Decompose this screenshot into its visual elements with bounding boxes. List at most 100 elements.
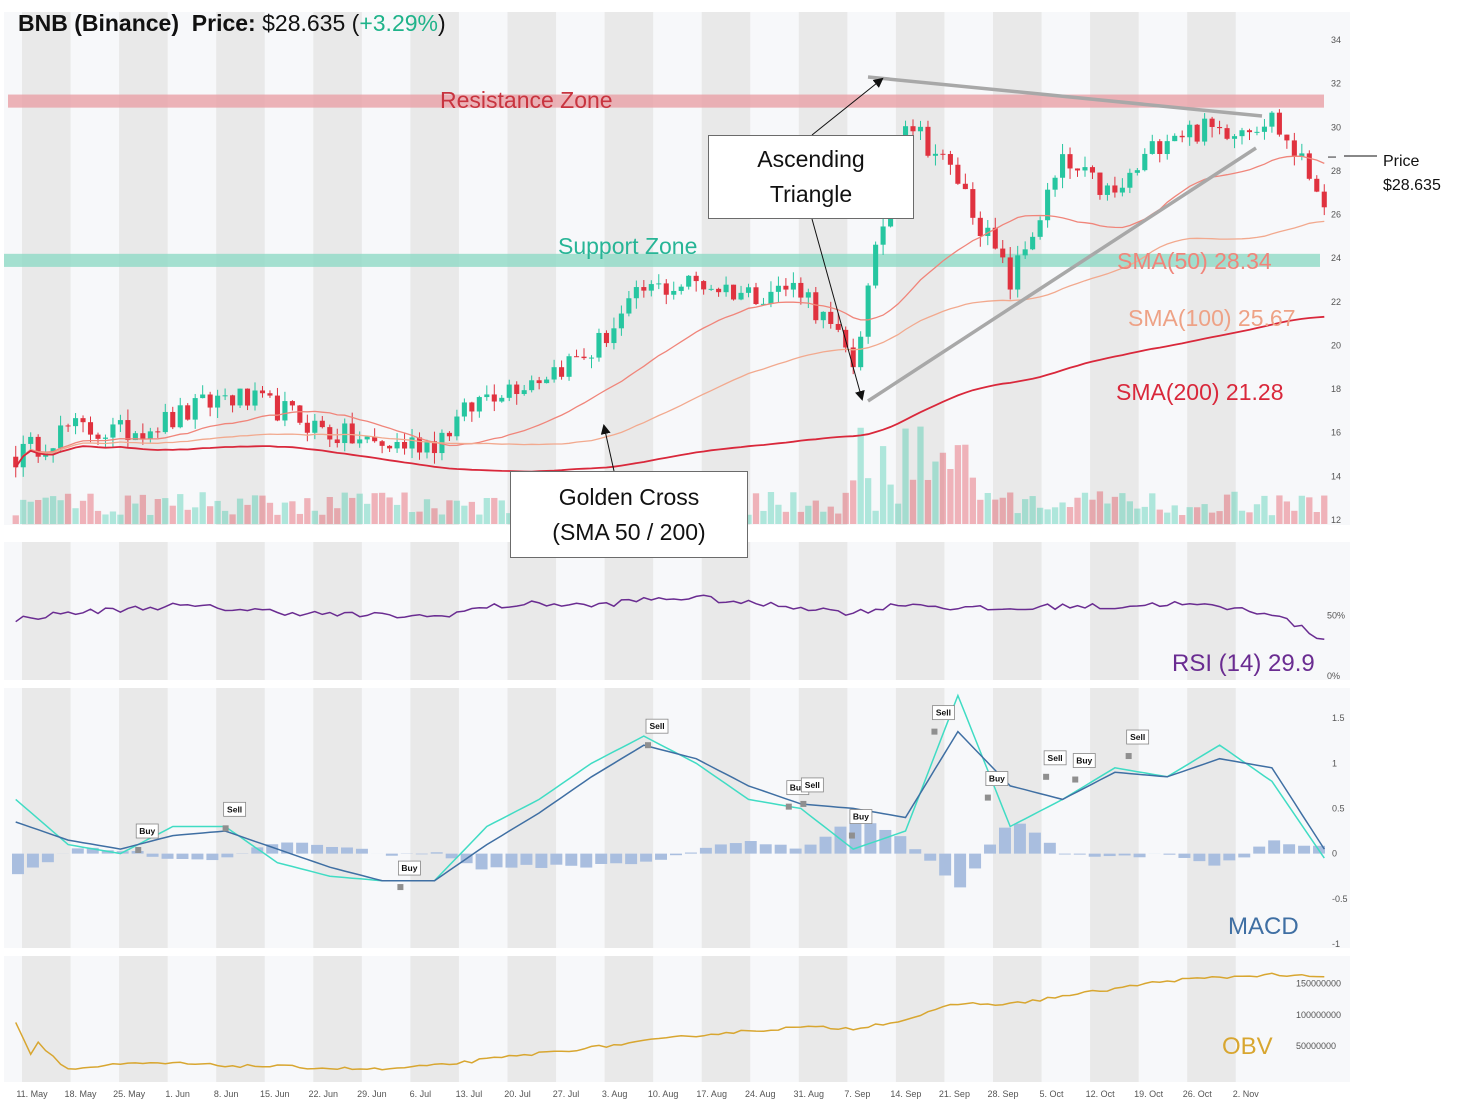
macd-tick-label: 1 (1332, 758, 1337, 768)
candle-body (342, 423, 348, 444)
candle-body (641, 287, 647, 291)
macd-signal-marker (931, 728, 938, 735)
macd-histogram-bar (41, 853, 54, 863)
golden-cross-arrow (600, 424, 615, 472)
volume-bar (1059, 502, 1066, 524)
candle-body (1082, 167, 1088, 171)
candle-body (230, 395, 236, 406)
candle-body (1306, 153, 1312, 179)
candle-body (716, 288, 722, 293)
candle-body (1187, 124, 1193, 138)
macd-signal-marker (1043, 773, 1050, 780)
volume-bar (842, 492, 849, 524)
candle-body (559, 367, 565, 377)
candle-body (58, 425, 64, 449)
volume-bar (1223, 494, 1231, 524)
annotation-lines (600, 75, 1377, 472)
candle-body (1284, 134, 1290, 141)
candle-body (1052, 177, 1058, 190)
macd-signal-marker (1125, 753, 1132, 760)
candle-body (835, 323, 841, 330)
volume-bar (1096, 491, 1104, 524)
volume-bar (229, 514, 236, 524)
candle-body (357, 439, 363, 444)
change-open: ( (351, 10, 360, 36)
symbol-name: BNB (Binance) (18, 10, 180, 36)
candle-body (147, 431, 153, 440)
week-band (701, 956, 751, 1082)
week-band (119, 542, 168, 680)
candle-body (970, 189, 976, 218)
x-tick-label: 29. Jun (357, 1089, 387, 1099)
volume-bar (767, 492, 775, 524)
volume-bar (169, 505, 176, 524)
candle-body (80, 418, 86, 423)
week-band (798, 688, 848, 948)
candle-body (1142, 153, 1148, 171)
candle-body (701, 281, 707, 290)
chart-title: BNB (Binance) Price: $28.635 (+3.29%) (18, 10, 446, 37)
ascending-triangle-line1: Ascending (757, 146, 865, 172)
candle-body (259, 390, 266, 394)
x-tick-label: 21. Sep (939, 1089, 970, 1099)
candle-body (304, 422, 310, 433)
volume-bar (498, 500, 505, 524)
volume-bar (64, 493, 72, 524)
volume-bar (977, 499, 984, 524)
macd-histogram-bar (355, 848, 368, 854)
candle-body (775, 285, 781, 292)
volume-bar (1081, 492, 1089, 524)
candle-body (798, 282, 804, 298)
sma50-label: SMA(50) 28.34 (1117, 248, 1272, 274)
candle-body (252, 390, 258, 406)
obv-tick-label: 150000000 (1296, 979, 1341, 989)
volume-bar (1208, 512, 1216, 524)
volume-bar (468, 501, 475, 524)
sma200-label: SMA(200) 21.28 (1116, 379, 1284, 405)
macd-histogram-bar (176, 853, 189, 859)
candle-body (1254, 131, 1260, 133)
volume-bar (887, 484, 894, 524)
volume-bar (782, 511, 790, 524)
candle-body (1217, 126, 1223, 129)
volume-bar (902, 428, 909, 524)
candle-body (820, 311, 826, 321)
volume-bar (289, 501, 296, 524)
volume-bar (805, 505, 812, 524)
price-tick-label: 18 (1331, 384, 1341, 394)
x-tick-label: 22. Jun (309, 1089, 339, 1099)
volume-bar (27, 501, 34, 524)
candle-body (768, 291, 774, 304)
candle-body (940, 153, 946, 155)
candle-body (813, 292, 819, 321)
macd-signal-label: Sell (805, 780, 820, 790)
candle-body (1119, 187, 1125, 193)
macd-histogram-bar (640, 853, 653, 862)
macd-tick-label: -0.5 (1332, 894, 1348, 904)
candle-body (544, 379, 550, 384)
volume-bar (850, 480, 857, 524)
candle-body (372, 436, 378, 442)
golden-cross-box: Golden Cross (SMA 50 / 200) (510, 471, 748, 558)
macd-histogram-bar (1118, 853, 1131, 856)
macd-line (15, 730, 1325, 882)
candle-body (1037, 220, 1043, 237)
x-tick-label: 20. Jul (504, 1089, 531, 1099)
macd-histogram-bar (1088, 853, 1101, 857)
x-tick-label: 11. May (16, 1089, 48, 1099)
macd-histogram-bar (490, 853, 503, 868)
volume-bar (446, 500, 453, 524)
candle-body (962, 183, 968, 190)
volume-bar (1007, 492, 1014, 524)
support-zone (4, 253, 1320, 267)
x-tick-label: 6. Jul (410, 1089, 432, 1099)
volume-bar (251, 495, 259, 524)
x-tick-label: 26. Oct (1183, 1089, 1213, 1099)
volume-bar (984, 492, 991, 524)
candle-body (573, 356, 580, 358)
x-tick-label: 17. Aug (696, 1089, 727, 1099)
volume-bar (1246, 512, 1253, 524)
macd-histogram-bar (969, 853, 982, 869)
volume-bar (1283, 501, 1291, 524)
x-tick-label: 28. Sep (987, 1089, 1018, 1099)
